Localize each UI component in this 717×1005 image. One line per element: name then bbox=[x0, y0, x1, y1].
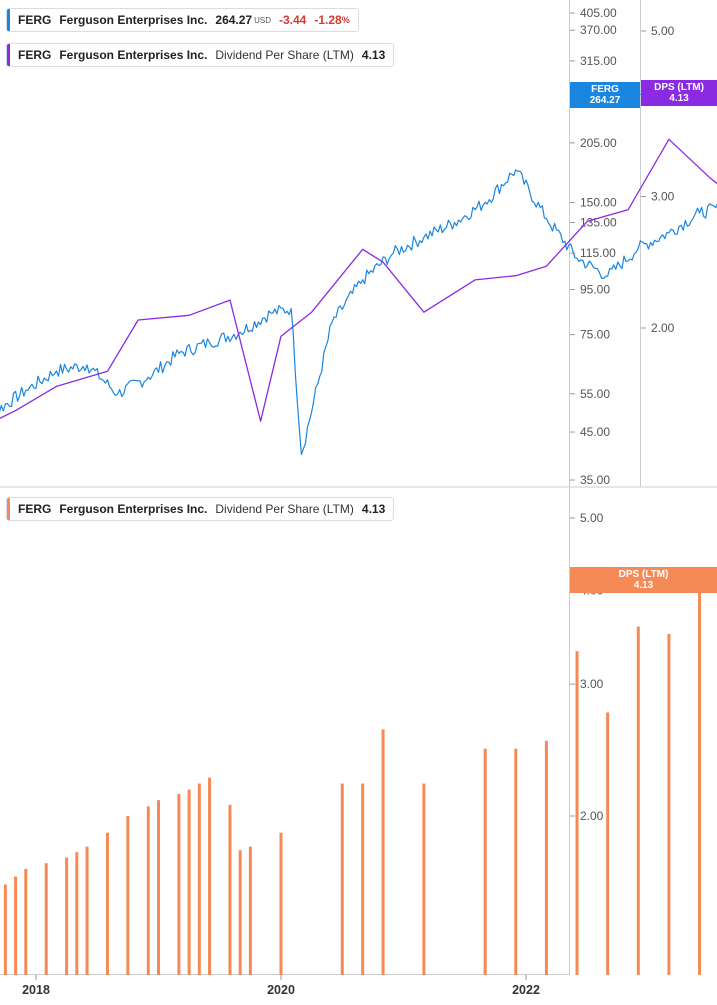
legend-company: Ferguson Enterprises Inc. bbox=[59, 502, 208, 516]
legend-change: -3.44 bbox=[278, 13, 307, 27]
dps-bar bbox=[636, 626, 640, 975]
legend-change-pct: -1.28 bbox=[314, 13, 342, 27]
price-axis-tick-label: 35.00 bbox=[580, 473, 610, 487]
price-line bbox=[0, 169, 717, 456]
dps-bar bbox=[146, 806, 150, 975]
legend-dps-top[interactable]: FERG Ferguson Enterprises Inc. Dividend … bbox=[6, 43, 395, 67]
dps-top-tag-value: 4.13 bbox=[669, 93, 689, 104]
legend-dps-top-swatch bbox=[7, 44, 10, 66]
dps-bar bbox=[105, 832, 109, 975]
price-axis-tick-label: 95.00 bbox=[580, 283, 610, 297]
dps-bar bbox=[177, 793, 181, 975]
price-axis-tick-label: 45.00 bbox=[580, 425, 610, 439]
legend-ticker: FERG bbox=[18, 502, 52, 516]
dps-bar bbox=[14, 876, 18, 975]
dps-bar bbox=[24, 868, 28, 975]
dps-bar bbox=[157, 800, 160, 975]
x-axis-tick-label: 2018 bbox=[22, 983, 50, 997]
dps-bar bbox=[65, 857, 69, 975]
dps-bar bbox=[340, 783, 344, 975]
dps-bar bbox=[44, 863, 48, 975]
bar-axis-tick-label: 3.00 bbox=[580, 677, 604, 691]
x-axis-tick-label: 2020 bbox=[267, 983, 295, 997]
legend-dps-bottom-swatch bbox=[7, 498, 10, 520]
legend-metric-value: 4.13 bbox=[361, 502, 386, 516]
dps-bar bbox=[238, 850, 242, 975]
price-axis-tick-label: 115.00 bbox=[580, 246, 616, 260]
price-axis-tick-label: 75.00 bbox=[580, 328, 610, 342]
dps-bar bbox=[3, 884, 7, 975]
dps-bar bbox=[381, 729, 385, 975]
dps-bottom-tag-name: DPS (LTM) bbox=[618, 569, 669, 580]
dps-bar bbox=[187, 789, 191, 975]
legend-price[interactable]: FERG Ferguson Enterprises Inc. 264.27 US… bbox=[6, 8, 359, 32]
legend-company: Ferguson Enterprises Inc. bbox=[59, 13, 208, 27]
price-axis-tick-label: 405.00 bbox=[580, 6, 617, 20]
dps-top-tag-name: DPS (LTM) bbox=[654, 82, 704, 93]
bar-axis-tick-label: 2.00 bbox=[580, 809, 604, 823]
dps-bar bbox=[514, 748, 518, 975]
dps-bar bbox=[606, 712, 610, 975]
price-tag: FERG 264.27 bbox=[570, 82, 640, 108]
dps-bar bbox=[126, 816, 130, 975]
dps-bottom-tag-value: 4.13 bbox=[633, 580, 654, 591]
dps-bar bbox=[422, 783, 426, 975]
price-axis-tick-label: 135.00 bbox=[580, 216, 617, 230]
price-axis-tick-label: 370.00 bbox=[580, 23, 617, 37]
dps-axis-tick-label: 2.00 bbox=[651, 321, 675, 335]
legend-company: Ferguson Enterprises Inc. bbox=[59, 48, 208, 62]
legend-price-value: 264.27 bbox=[215, 13, 253, 27]
price-axis-tick-label: 205.00 bbox=[580, 136, 617, 150]
legend-metric-value: 4.13 bbox=[361, 48, 386, 62]
dps-bar bbox=[544, 740, 548, 975]
legend-currency: USD bbox=[254, 15, 271, 25]
legend-price-swatch bbox=[7, 9, 10, 31]
dps-top-tag: DPS (LTM) 4.13 bbox=[641, 80, 717, 106]
dps-bar bbox=[698, 580, 702, 975]
dps-bar bbox=[208, 777, 212, 975]
price-tag-name: FERG bbox=[591, 84, 619, 95]
price-axis-tick-label: 315.00 bbox=[580, 54, 617, 68]
legend-ticker: FERG bbox=[18, 48, 52, 62]
dps-bar bbox=[483, 748, 487, 975]
price-axis-tick-label: 150.00 bbox=[580, 195, 617, 209]
dps-bar bbox=[361, 783, 365, 975]
legend-ticker: FERG bbox=[18, 13, 52, 27]
dps-axis-tick-label: 3.00 bbox=[651, 190, 675, 204]
price-axis-tick-label: 55.00 bbox=[580, 387, 610, 401]
dps-bar bbox=[667, 633, 671, 975]
bar-axis-tick-label: 5.00 bbox=[580, 511, 604, 525]
dps-bar bbox=[197, 783, 201, 975]
dps-bar bbox=[248, 846, 252, 975]
dps-bar bbox=[228, 804, 232, 975]
legend-metric: Dividend Per Share (LTM) bbox=[215, 48, 354, 62]
dps-bar bbox=[279, 832, 283, 975]
dps-line bbox=[0, 138, 717, 422]
x-axis-tick-label: 2022 bbox=[512, 983, 540, 997]
dps-bar bbox=[575, 651, 579, 975]
dps-bottom-tag: DPS (LTM) 4.13 bbox=[570, 567, 717, 593]
price-tag-value: 264.27 bbox=[589, 95, 621, 106]
legend-pct-sign: % bbox=[341, 15, 350, 25]
dps-bar bbox=[85, 846, 89, 975]
legend-dps-bottom[interactable]: FERG Ferguson Enterprises Inc. Dividend … bbox=[6, 497, 395, 521]
dps-bar bbox=[75, 852, 79, 975]
legend-metric: Dividend Per Share (LTM) bbox=[215, 502, 354, 516]
dps-axis-tick-label: 5.00 bbox=[651, 24, 675, 38]
